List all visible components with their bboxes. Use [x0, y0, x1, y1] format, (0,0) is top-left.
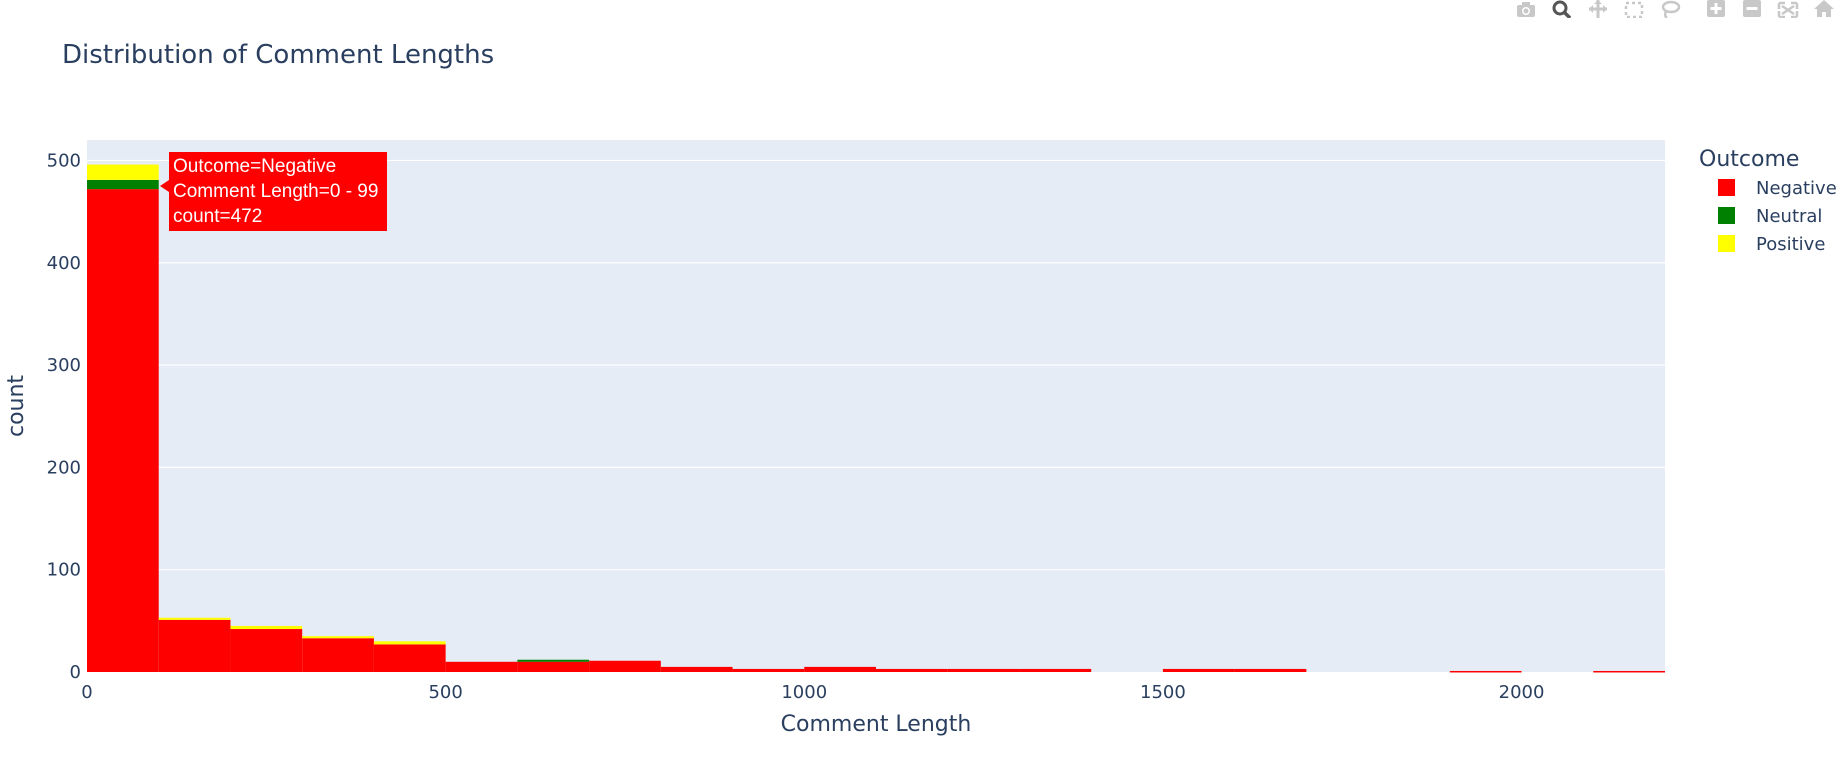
bar-negative[interactable] [876, 668, 948, 672]
lasso-select-button[interactable] [1652, 0, 1688, 18]
y-axis-ticks: 0 100 200 300 400 500 [47, 150, 81, 683]
pan-icon [1589, 0, 1607, 18]
legend: Outcome Negative Neutral Positive [1699, 147, 1837, 255]
y-tick-label: 200 [47, 457, 81, 478]
bar-negative[interactable] [1449, 670, 1522, 673]
bar-negative[interactable] [1593, 670, 1665, 673]
y-axis-title: count [4, 375, 29, 437]
bar-neutral[interactable] [517, 659, 590, 662]
legend-title: Outcome [1699, 147, 1799, 172]
bar-negative[interactable] [373, 644, 446, 672]
y-tick-label: 400 [47, 253, 81, 274]
y-tick-label: 300 [47, 355, 81, 376]
legend-swatch-positive[interactable] [1718, 235, 1735, 252]
bar-negative[interactable] [158, 619, 231, 672]
legend-item-positive[interactable]: Positive [1756, 234, 1825, 255]
modebar [1508, 0, 1842, 18]
legend-swatch-negative[interactable] [1718, 179, 1735, 196]
bar-neutral[interactable] [87, 179, 159, 190]
zoom-out-icon [1743, 0, 1761, 17]
bar-positive[interactable] [158, 617, 231, 620]
box-select-button[interactable] [1616, 0, 1652, 18]
bar-negative[interactable] [230, 629, 303, 672]
hover-box [169, 152, 387, 231]
camera-icon [1517, 2, 1535, 17]
hover-line: Outcome=Negative [173, 156, 336, 177]
bar-negative[interactable] [517, 661, 590, 672]
bar-positive[interactable] [87, 164, 159, 180]
zoom-icon [1552, 0, 1572, 18]
zoom-in-icon [1707, 0, 1725, 17]
x-tick-label: 2000 [1499, 682, 1545, 703]
x-tick-label: 1500 [1140, 682, 1186, 703]
pan-button[interactable] [1580, 0, 1616, 18]
bar-negative[interactable] [947, 668, 1020, 672]
y-tick-label: 100 [47, 560, 81, 581]
x-tick-label: 500 [428, 682, 462, 703]
bar-positive[interactable] [230, 625, 303, 630]
bar-negative[interactable] [1234, 668, 1307, 672]
chart-title: Distribution of Comment Lengths [62, 40, 494, 70]
y-tick-label: 0 [70, 662, 81, 683]
bar-negative[interactable] [1162, 668, 1235, 672]
x-axis-ticks: 0 500 1000 1500 2000 [81, 682, 1544, 703]
reset-axes-icon [1814, 0, 1834, 17]
bar-negative[interactable] [1019, 668, 1092, 672]
y-tick-label: 500 [47, 150, 81, 171]
hover-pointer [160, 180, 169, 192]
legend-swatch-neutral[interactable] [1718, 207, 1735, 224]
bar-negative[interactable] [660, 666, 733, 672]
x-axis-title: Comment Length [781, 712, 972, 737]
zoom-out-button[interactable] [1734, 0, 1770, 18]
bar-negative[interactable] [804, 666, 876, 672]
x-tick-label: 0 [81, 682, 92, 703]
hover-line: Comment Length=0 - 99 [173, 181, 378, 202]
box-select-icon [1624, 1, 1644, 18]
hover-line: count=472 [173, 206, 262, 227]
camera-button[interactable] [1508, 0, 1544, 18]
bar-negative[interactable] [445, 661, 518, 672]
zoom-button[interactable] [1544, 0, 1580, 18]
bar-negative[interactable] [589, 660, 661, 672]
autoscale-button[interactable] [1770, 0, 1806, 18]
hover-tooltip: Outcome=Negative Comment Length=0 - 99 cou… [160, 152, 387, 231]
bar-negative[interactable] [732, 668, 805, 672]
zoom-in-button[interactable] [1698, 0, 1734, 18]
lasso-select-icon [1661, 0, 1681, 18]
bars [87, 164, 1665, 673]
bar-positive[interactable] [373, 641, 446, 645]
bar-negative[interactable] [87, 189, 159, 672]
legend-item-negative[interactable]: Negative [1756, 178, 1837, 199]
autoscale-icon [1777, 1, 1799, 18]
bar-positive[interactable] [302, 636, 374, 639]
reset-axes-button[interactable] [1806, 0, 1842, 18]
x-tick-label: 1000 [781, 682, 827, 703]
legend-item-neutral[interactable]: Neutral [1756, 206, 1822, 227]
bar-negative[interactable] [302, 638, 374, 672]
